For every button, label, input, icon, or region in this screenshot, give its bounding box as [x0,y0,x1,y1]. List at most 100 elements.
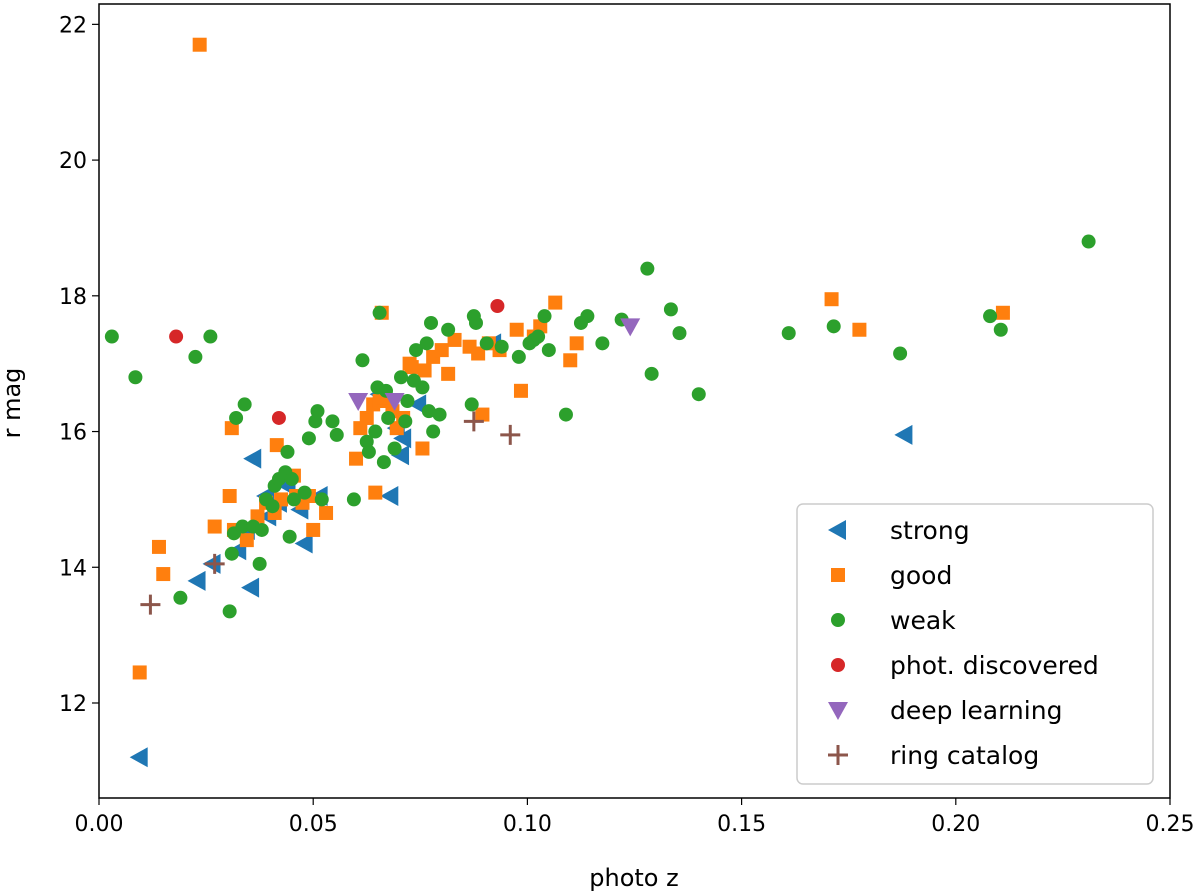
weak-point [419,336,434,351]
weak-point [222,604,237,619]
weak-point [640,261,655,276]
weak-point [663,302,678,317]
x-tick-label: 0.00 [75,812,124,837]
weak-point [203,329,218,344]
good-point [151,539,166,554]
weak-point [558,407,573,422]
good-point [349,451,364,466]
weak-point [361,444,376,459]
strong-point [393,428,412,449]
weak-point [400,394,415,408]
weak-point [826,319,841,334]
x-axis-label: photo z [589,864,678,892]
good-point [509,322,524,337]
y-tick-label: 16 [59,421,87,446]
weak-point [224,546,239,561]
weak-point [254,522,269,537]
weak-point [325,414,340,429]
legend-marker-deep-learning [828,702,848,720]
weak-point [229,410,244,425]
weak-point [1081,234,1096,249]
strong-point [129,747,148,768]
x-tick-label: 0.05 [289,812,338,837]
good-point [441,366,456,381]
deep-learning-point [620,318,641,337]
y-tick-label: 22 [59,13,87,38]
weak-point [893,346,908,361]
legend-label-weak: weak [890,606,956,635]
good-point [368,485,383,500]
series-deep-learning [348,318,641,411]
weak-point [387,441,402,456]
good-point [156,567,171,582]
weak-point [424,315,439,330]
weak-point [537,309,552,324]
weak-point [346,492,361,507]
weak-point [541,343,556,358]
series-ring-catalog [140,411,521,615]
legend-marker-strong [828,520,846,540]
weak-point [409,343,424,358]
y-axis: 12 14 16 18 20 22 [59,13,99,717]
strong-point [894,424,913,445]
good-point [192,37,207,52]
weak-point [479,336,494,351]
weak-point [381,410,396,425]
x-tick-label: 0.15 [717,812,766,837]
weak-point [595,336,610,351]
good-point [404,360,419,375]
weak-point [235,519,250,534]
ring-catalog-point [140,594,161,615]
good-point [222,489,237,504]
good-point [359,410,374,425]
good-point [132,665,147,680]
good-point [852,322,867,337]
weak-point [282,529,297,544]
legend-label-good: good [890,561,952,590]
weak-point [237,397,252,412]
plot-frame [98,3,1171,799]
y-tick-label: 12 [59,692,87,717]
legend-marker-weak [831,613,845,627]
x-axis: 0.00 0.05 0.10 0.15 0.20 0.25 [75,798,1195,837]
y-tick-label: 18 [59,285,87,310]
strong-point [408,394,427,415]
deep-learning-point [348,393,369,411]
weak-point [468,315,483,330]
good-point [475,407,490,422]
weak-point [432,407,447,422]
weak-point [494,339,509,354]
weak-point [644,366,659,381]
strong-point [294,533,313,554]
good-point [434,343,449,358]
series-weak [104,234,1096,619]
strong-point [380,486,399,507]
good-point [306,522,321,537]
weak-point [297,485,312,500]
phot-discovered-point [271,410,286,425]
weak-point [301,431,316,446]
y-axis-label: r mag [0,368,26,439]
good-point [319,505,334,520]
good-point [548,295,563,310]
good-point [513,383,528,398]
good-point [824,292,839,307]
y-tick-label: 14 [59,556,87,581]
weak-point [691,387,706,402]
good-point [269,438,284,453]
weak-point [310,404,325,419]
weak-point [284,472,299,487]
plot-marks [104,37,1096,768]
good-point [417,363,432,378]
weak-point [426,424,441,439]
good-point [447,332,462,347]
weak-point [376,455,391,470]
weak-point [372,305,387,320]
weak-point [394,370,409,385]
strong-point [187,570,206,591]
good-point [239,533,254,548]
weak-point [781,326,796,341]
x-tick-label: 0.25 [1146,812,1195,837]
legend-label-ring-catalog: ring catalog [890,741,1039,770]
